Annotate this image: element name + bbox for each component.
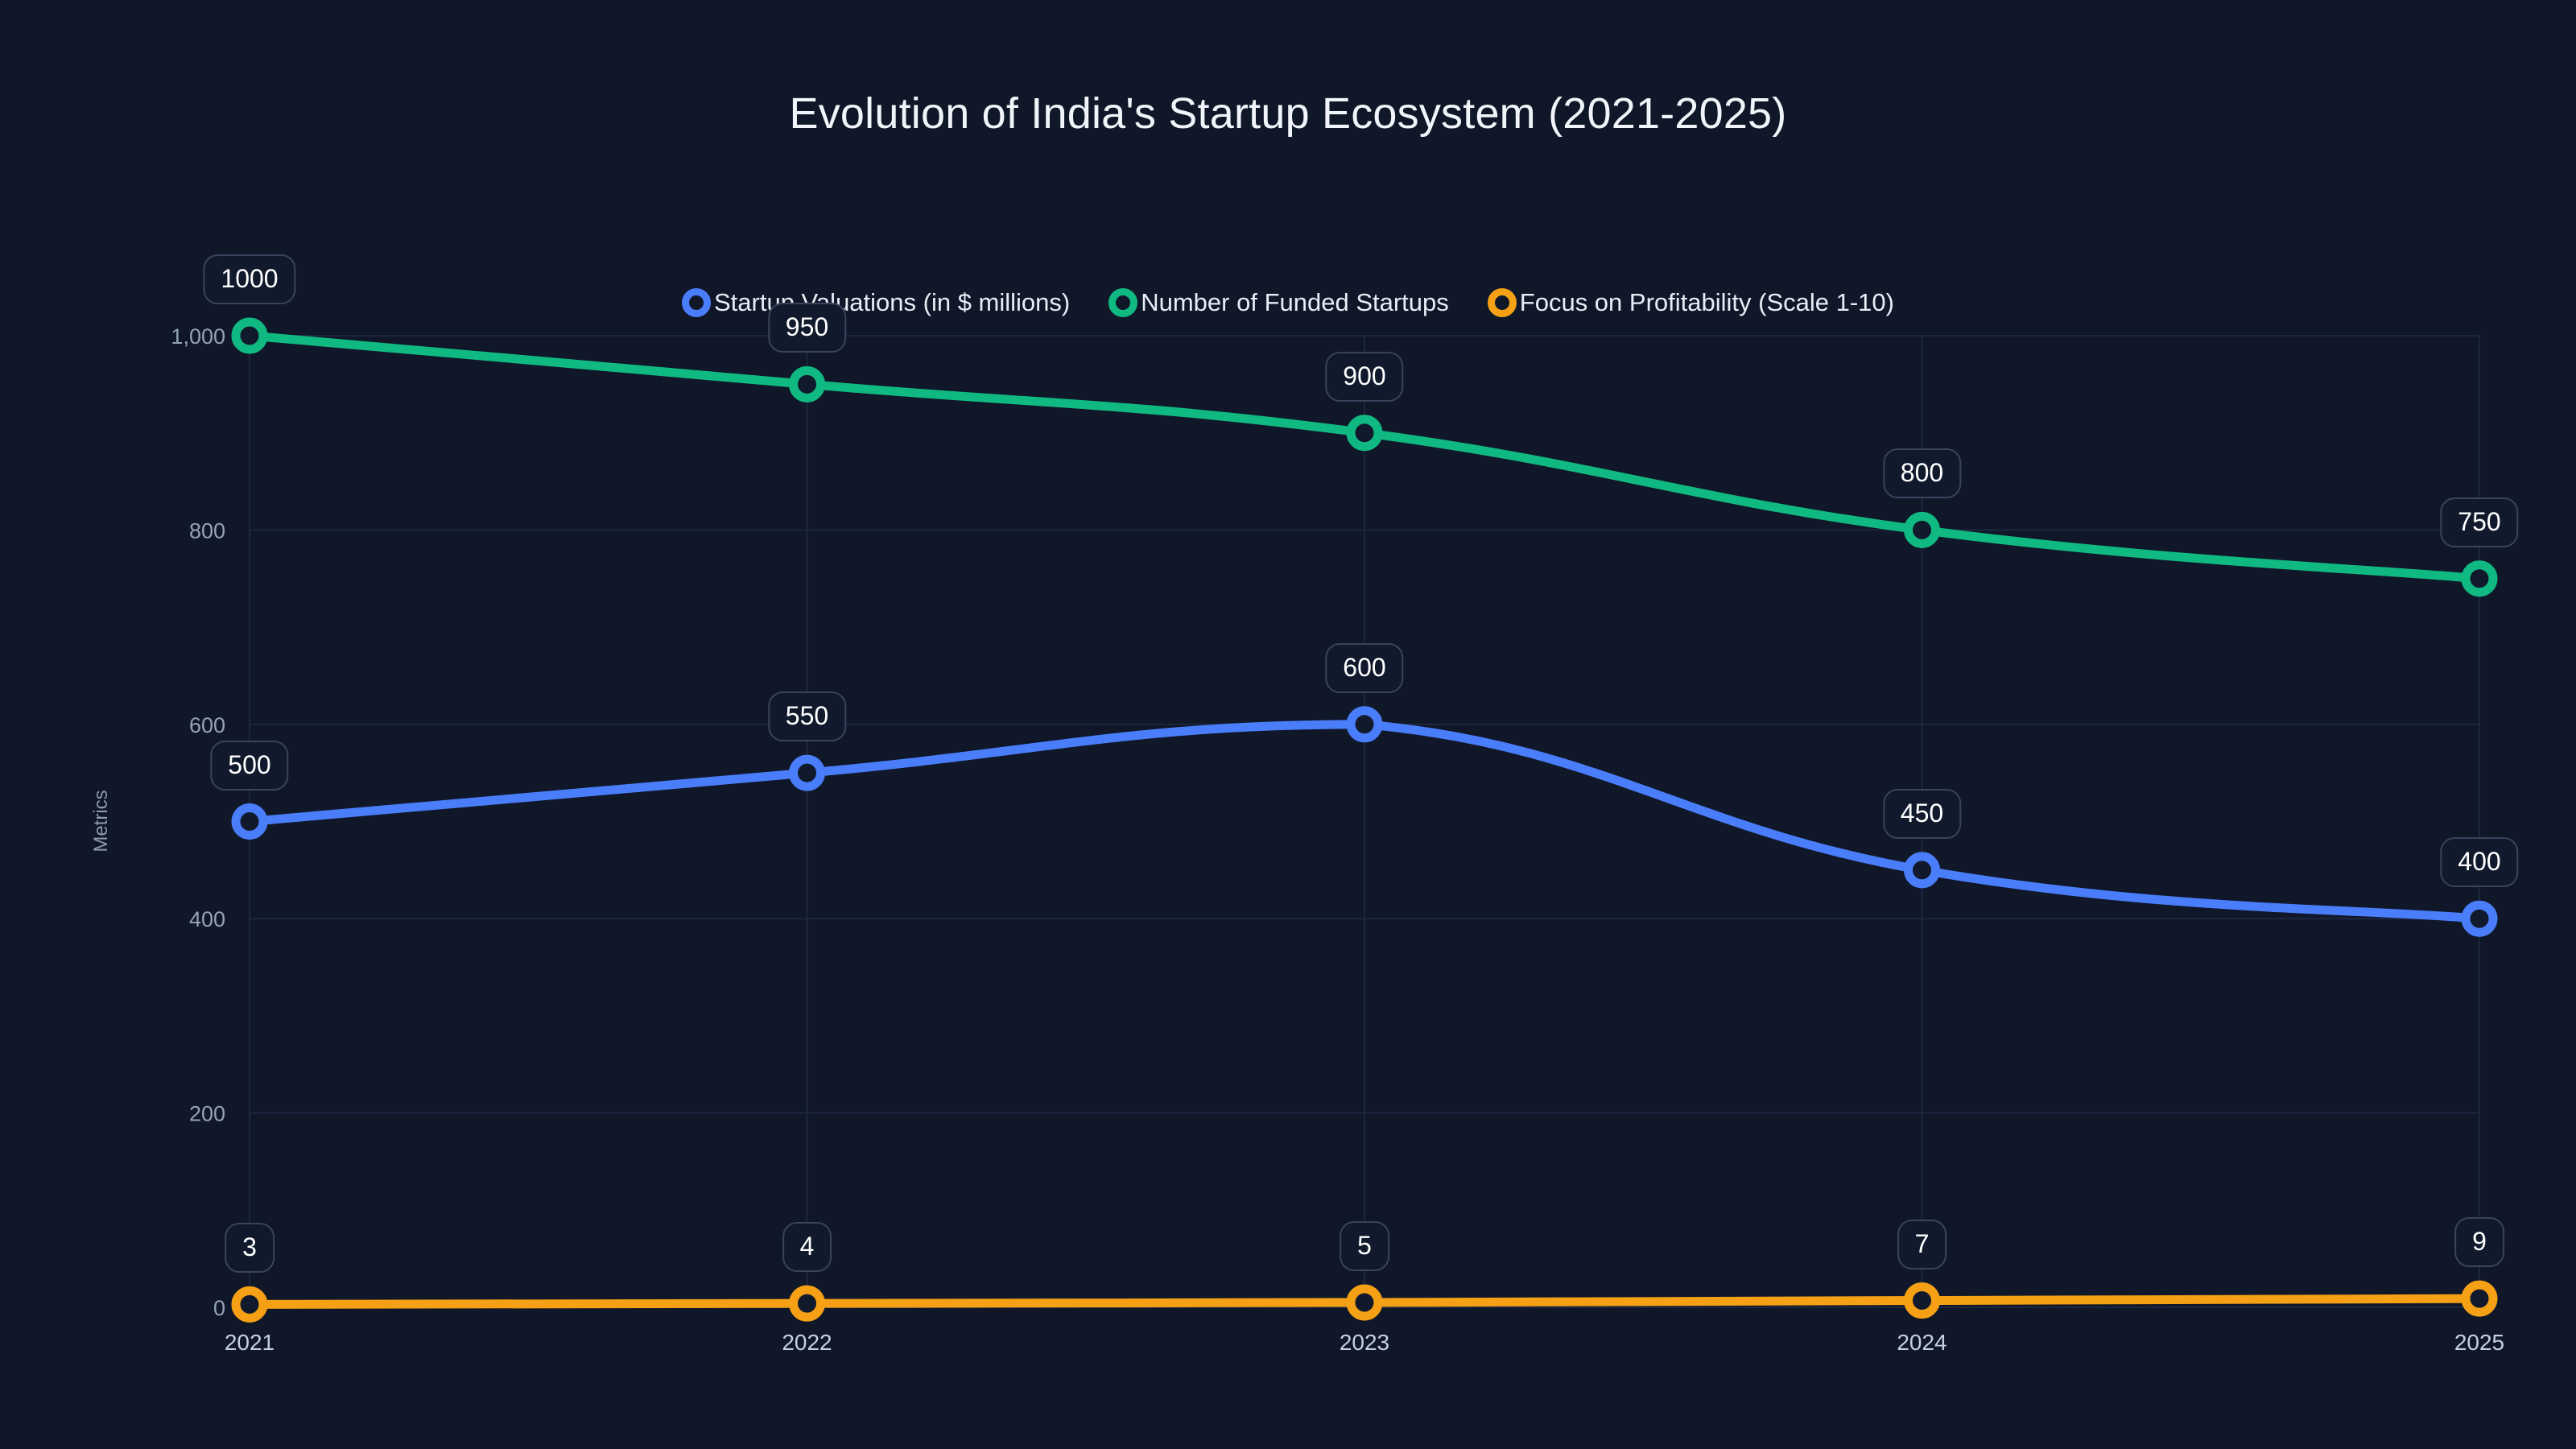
data-point-marker[interactable] [1904, 511, 1940, 548]
chart-title: Evolution of India's Startup Ecosystem (… [789, 89, 1787, 138]
data-label-badge: 5 [1340, 1220, 1389, 1271]
x-tick-labels: 2021 2022 2023 2024 2025 [225, 1330, 2504, 1355]
data-label-badge: 450 [1882, 788, 1962, 839]
data-point-marker[interactable] [2461, 560, 2498, 597]
data-label-badge: 900 [1325, 351, 1404, 402]
x-tick-label: 2023 [1340, 1330, 1389, 1355]
data-label-badge: 4 [782, 1222, 832, 1273]
data-label-badge: 500 [210, 740, 289, 791]
data-label-badge: 1000 [203, 254, 296, 304]
y-tick-label: 200 [189, 1102, 225, 1126]
legend-item-3[interactable]: Focus on Profitability (Scale 1-10) [1487, 288, 1894, 317]
y-tick-label: 1,000 [171, 324, 225, 349]
y-tick-label: 0 [213, 1296, 225, 1320]
y-tick-label: 400 [189, 907, 225, 931]
legend-item-2[interactable]: Number of Funded Startups [1108, 288, 1449, 317]
data-point-marker[interactable] [231, 317, 268, 354]
vertical-gridlines [249, 336, 2480, 1307]
y-tick-labels: 0 200 400 600 800 1,000 [171, 324, 225, 1320]
circle-outline-icon [1487, 288, 1517, 317]
circle-outline-icon [682, 288, 711, 317]
x-tick-label: 2022 [782, 1330, 832, 1355]
data-label-badge: 800 [1882, 448, 1962, 499]
x-tick-label: 2025 [2454, 1330, 2504, 1355]
legend-item-label: Focus on Profitability (Scale 1-10) [1519, 288, 1894, 316]
data-point-marker[interactable] [231, 803, 268, 840]
x-tick-label: 2024 [1897, 1330, 1946, 1355]
legend-item-label: Number of Funded Startups [1141, 288, 1449, 316]
data-point-marker[interactable] [1904, 1282, 1940, 1319]
data-point-marker[interactable] [2461, 900, 2498, 937]
data-label-badge: 9 [2454, 1217, 2504, 1268]
data-label-badge: 950 [767, 303, 847, 353]
legend-item-label: Startup Valuations (in $ millions) [714, 288, 1071, 316]
data-point-marker[interactable] [1346, 706, 1383, 743]
data-label-badge: 7 [1897, 1219, 1947, 1269]
series-markers [231, 317, 2498, 1323]
data-label-badge: 3 [225, 1223, 275, 1274]
data-label-badge: 550 [767, 691, 847, 742]
chart-legend: Startup Valuations (in $ millions) Number… [0, 288, 2576, 317]
y-tick-label: 600 [189, 713, 225, 737]
data-point-marker[interactable] [1346, 1284, 1383, 1321]
data-label-badge: 400 [2440, 837, 2519, 888]
data-point-marker[interactable] [789, 1285, 825, 1322]
circle-outline-icon [1108, 288, 1138, 317]
x-tick-label: 2021 [225, 1330, 275, 1355]
y-tick-label: 800 [189, 518, 225, 543]
data-label-badge: 750 [2440, 497, 2519, 547]
data-point-marker[interactable] [1904, 852, 1940, 889]
data-label-badge: 600 [1325, 642, 1404, 693]
data-point-marker[interactable] [789, 365, 825, 402]
data-point-marker[interactable] [1346, 415, 1383, 452]
legend-item-1[interactable]: Startup Valuations (in $ millions) [682, 288, 1070, 317]
data-point-marker[interactable] [2461, 1280, 2498, 1317]
data-point-marker[interactable] [231, 1286, 268, 1323]
data-point-marker[interactable] [789, 754, 825, 791]
